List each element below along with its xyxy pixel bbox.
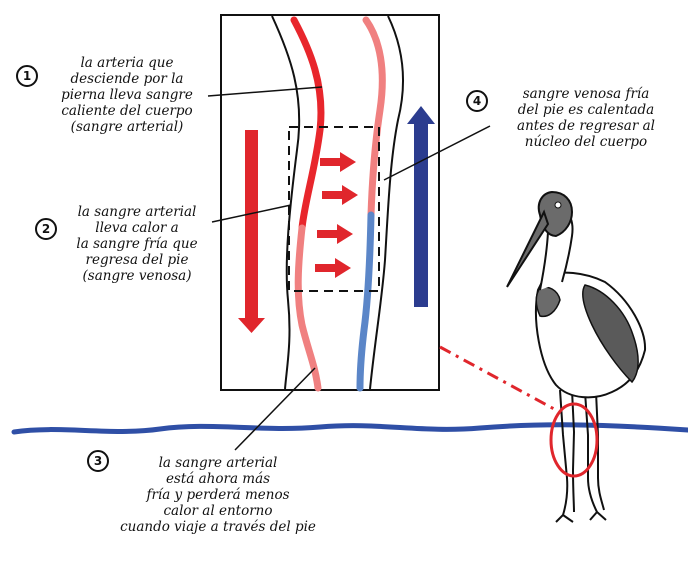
venous-flow-up-arrow xyxy=(407,106,435,307)
annotation-1-line-3: pierna lleva sangre xyxy=(61,87,193,103)
annotation-1-line-5: (sangre arterial) xyxy=(70,119,184,135)
heat-arrow-2 xyxy=(322,185,358,205)
vein-cold-segment xyxy=(356,211,375,392)
annotation-1-line-1: la arteria que xyxy=(80,55,174,71)
stork-leg-right-inner xyxy=(595,391,605,511)
annotation-1-line-4: caliente del cuerpo xyxy=(61,103,193,119)
vein-warm-segment xyxy=(362,16,386,219)
stork-leg-left xyxy=(555,389,574,523)
leg-outline-left xyxy=(271,15,301,390)
annotation-3-line-4: calor al entorno xyxy=(163,503,273,519)
marker-1: 1 xyxy=(16,65,38,87)
heat-exchange-zone xyxy=(288,126,380,292)
marker-2: 2 xyxy=(35,218,57,240)
annotation-4-line-4: núcleo del cuerpo xyxy=(524,134,648,150)
stork-wing xyxy=(582,284,639,384)
leader-lines xyxy=(207,86,491,451)
stork-leg-right xyxy=(584,391,607,521)
annotation-2-line-3: la sangre fría que xyxy=(76,236,198,252)
leader-2 xyxy=(211,204,292,223)
zoom-connector xyxy=(439,345,557,412)
annotation-2-line-4: regresa del pie xyxy=(85,252,189,268)
artery-warm-segment xyxy=(290,16,325,232)
leg-highlight-ellipse xyxy=(549,402,599,478)
heat-arrow-1 xyxy=(320,152,356,172)
annotation-3-line-2: está ahora más xyxy=(165,471,271,487)
marker-3: 3 xyxy=(87,450,109,472)
annotation-2-line-1: la sangre arterial xyxy=(77,204,197,220)
annotation-4-line-3: antes de regresar al xyxy=(517,118,655,134)
annotation-3: la sangre arterial está ahora más fría y… xyxy=(100,455,336,535)
leader-3 xyxy=(234,367,316,451)
annotation-2-line-5: (sangre venosa) xyxy=(82,268,192,284)
stork-leg-left-inner xyxy=(571,389,576,513)
stork-eye xyxy=(554,201,562,209)
leader-4 xyxy=(383,125,491,181)
arterial-flow-down-arrow xyxy=(238,130,265,333)
annotation-1: la arteria que desciende por la pierna l… xyxy=(38,55,216,135)
heat-arrow-3 xyxy=(317,224,353,244)
stork-breast-patch xyxy=(535,286,561,318)
heat-flow-arrows xyxy=(315,152,358,278)
leg-outline-right xyxy=(369,15,404,390)
annotation-3-line-3: fría y perderá menos xyxy=(146,487,290,503)
annotation-4-line-2: del pie es calentada xyxy=(517,102,655,118)
marker-4: 4 xyxy=(466,90,488,112)
annotation-4-line-1: sangre venosa fría xyxy=(522,86,650,102)
stork-beak xyxy=(506,209,550,288)
water-surface xyxy=(11,422,688,435)
annotation-2-line-2: lleva calor a xyxy=(95,220,179,236)
annotation-3-line-5: cuando viaje a través del pie xyxy=(120,519,316,535)
annotation-2: la sangre arterial lleva calor a la sang… xyxy=(56,204,218,284)
annotation-3-line-1: la sangre arterial xyxy=(158,455,278,471)
jabiru-stork-illustration xyxy=(506,190,647,523)
leader-1 xyxy=(207,86,323,97)
annotation-1-line-2: desciende por la xyxy=(70,71,184,87)
heat-arrow-4 xyxy=(315,258,351,278)
annotation-4: sangre venosa fría del pie es calentada … xyxy=(498,86,674,150)
